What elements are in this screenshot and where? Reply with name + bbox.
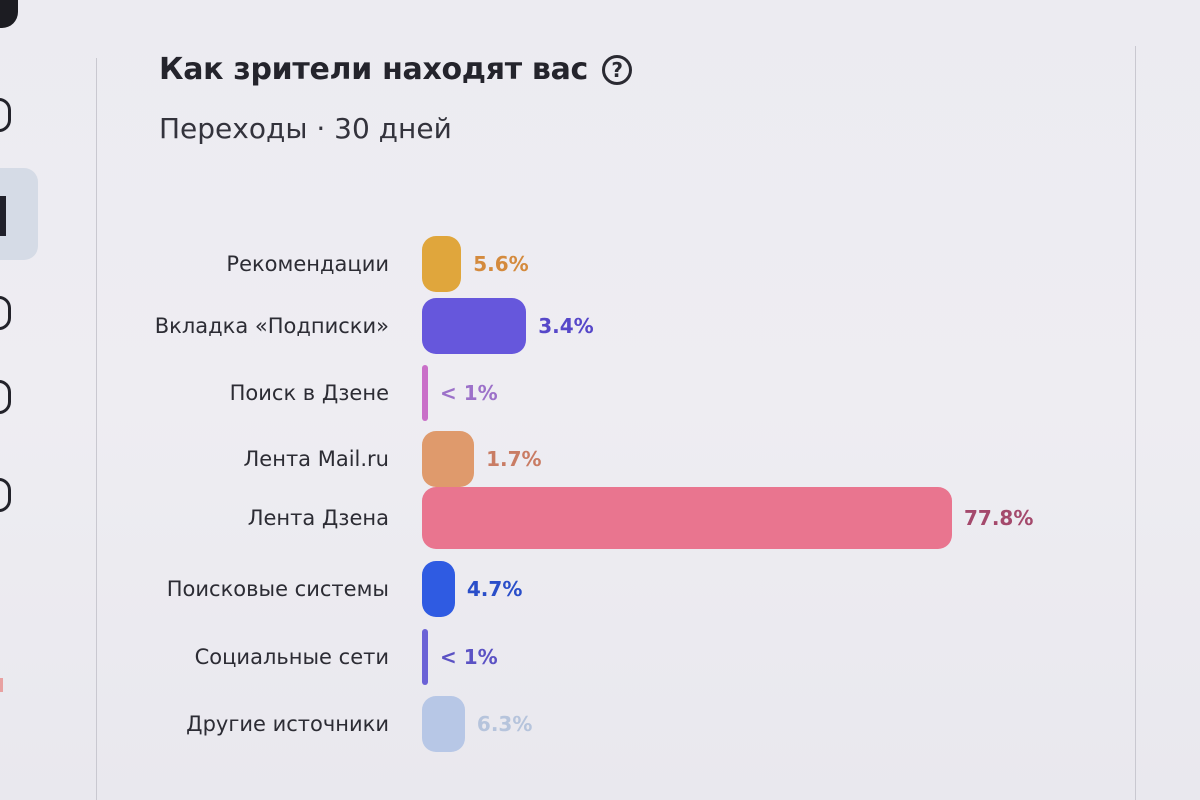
- category-label: Лента Дзена: [247, 506, 389, 530]
- bar[interactable]: [422, 487, 952, 549]
- traffic-sources-chart: Рекомендации 5.6% Вкладка «Подписки» 3.4% По…: [97, 0, 1135, 800]
- panel-divider-right: [1135, 46, 1136, 800]
- bar[interactable]: [422, 561, 455, 617]
- bar-value-label: < 1%: [440, 645, 498, 669]
- sidebar-red-mark: [0, 678, 3, 692]
- sidebar-icon-3[interactable]: [0, 296, 11, 330]
- bar-value-label: 6.3%: [476, 712, 533, 736]
- bar-value-label: < 1%: [440, 381, 498, 405]
- bar-value-label: 1.7%: [486, 447, 542, 471]
- sidebar-icon-5[interactable]: [0, 478, 11, 512]
- traffic-sources-panel: Как зрители находят вас ? Переходы · 30 …: [97, 0, 1135, 800]
- bar[interactable]: [422, 696, 465, 752]
- window-corner: [0, 0, 18, 28]
- category-label: Поисковые системы: [166, 577, 389, 601]
- bar[interactable]: [422, 236, 462, 292]
- panel-title: Как зрители находят вас ?: [159, 52, 633, 87]
- category-label: Лента Mail.ru: [243, 447, 390, 471]
- sidebar-active-indicator: [0, 196, 6, 236]
- bar-value-label: 3.4%: [538, 314, 594, 338]
- category-label: Другие источники: [186, 712, 389, 736]
- category-label: Социальные сети: [194, 645, 389, 669]
- question-circle-icon[interactable]: ?: [602, 54, 633, 85]
- sidebar-item-active[interactable]: [0, 168, 38, 260]
- category-label: Рекомендации: [226, 252, 389, 276]
- sidebar-icon-1[interactable]: [0, 98, 11, 132]
- bar[interactable]: [422, 629, 428, 685]
- category-label: Вкладка «Подписки»: [154, 314, 389, 338]
- bar-value-label: 5.6%: [473, 252, 529, 276]
- bar[interactable]: [422, 365, 428, 421]
- bar-value-label: 77.8%: [964, 506, 1034, 530]
- bar-value-label: 4.7%: [466, 577, 523, 601]
- category-label: Поиск в Дзене: [229, 381, 389, 405]
- panel-title-text: Как зрители находят вас: [159, 52, 589, 87]
- bar[interactable]: [422, 298, 527, 354]
- bar[interactable]: [422, 431, 475, 487]
- panel-subtitle: Переходы · 30 дней: [159, 112, 452, 145]
- panel-divider-left: [96, 58, 97, 800]
- sidebar: [0, 0, 60, 800]
- sidebar-icon-4[interactable]: [0, 380, 11, 414]
